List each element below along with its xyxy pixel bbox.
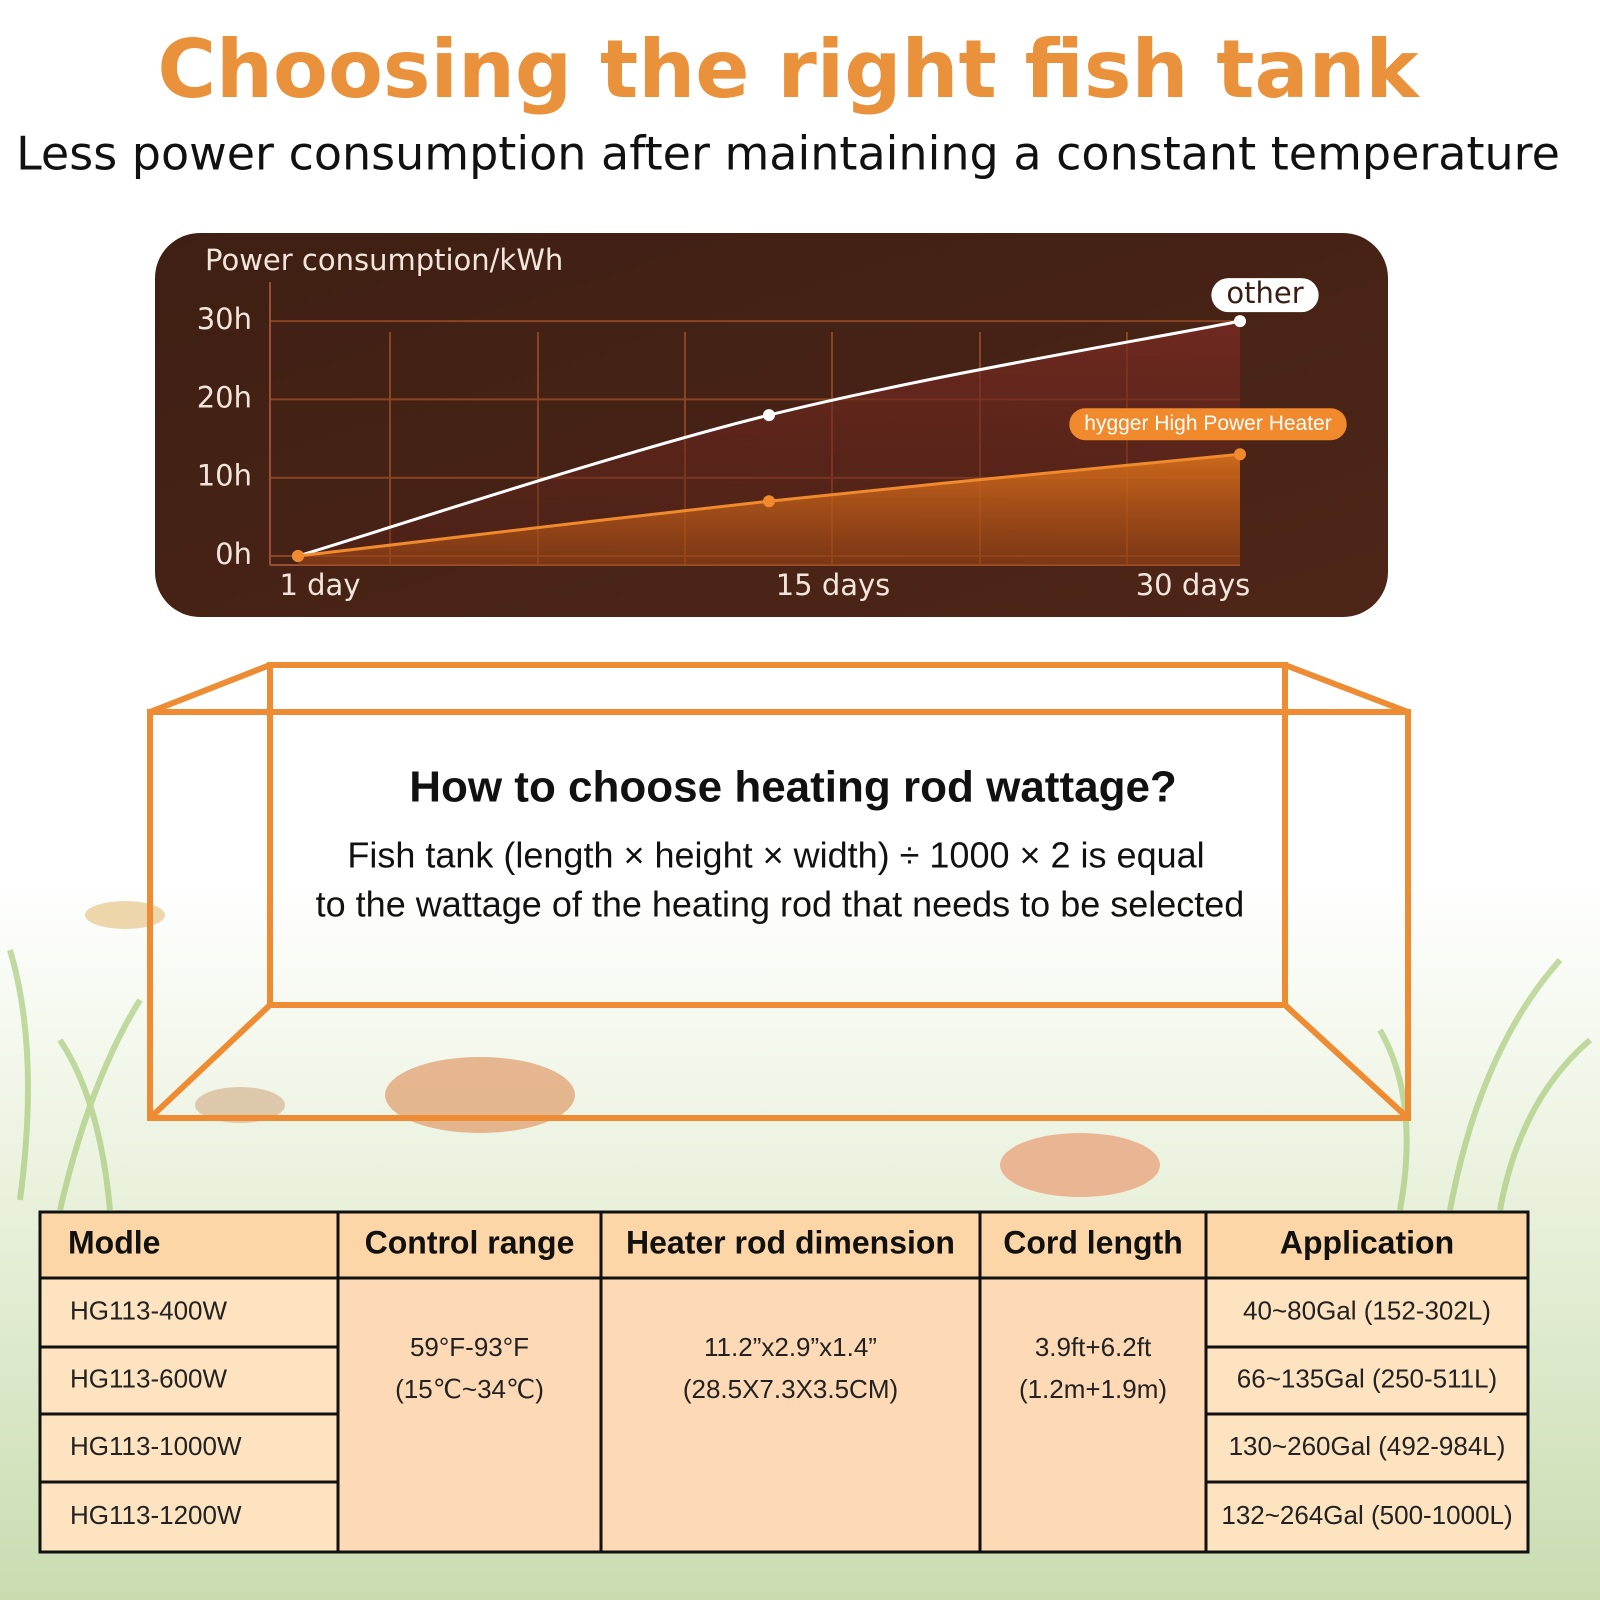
table-cell xyxy=(599,1276,982,1554)
series-label-bg xyxy=(1069,408,1347,441)
table-cell xyxy=(38,1480,340,1554)
point xyxy=(763,495,775,508)
application: 130~260Gal (492-984L) xyxy=(1229,1431,1506,1461)
series-label: other xyxy=(1226,276,1303,310)
point xyxy=(292,550,304,562)
x-tick-label: 15 days xyxy=(776,568,891,602)
tank-text: Fish tank (length × height × width) ÷ 10… xyxy=(347,835,1204,876)
y-axis-label: Power consumption/kWh xyxy=(205,243,563,277)
model: HG113-1000W xyxy=(70,1431,242,1461)
cord-length: (1.2m+1.9m) xyxy=(1019,1374,1167,1404)
cord-length: 3.9ft+6.2ft xyxy=(1035,1332,1152,1362)
application: 66~135Gal (250-511L) xyxy=(1237,1363,1497,1393)
table-cell xyxy=(1204,1480,1530,1554)
control-range: 59°F-93°F xyxy=(410,1332,529,1362)
table-cell xyxy=(978,1276,1208,1554)
table-cell xyxy=(1204,1210,1530,1280)
x-tick-label: 30 days xyxy=(1136,568,1251,602)
dimension: 11.2”x2.9”x1.4” xyxy=(704,1332,877,1362)
control-range: (15℃~34℃) xyxy=(395,1374,544,1404)
subtitle: Less power consumption after maintaining… xyxy=(16,127,1560,181)
model: HG113-400W xyxy=(70,1295,227,1325)
spec-table: Modle Control range Heater rod dimension Co… xyxy=(38,1210,1530,1554)
point xyxy=(1234,315,1246,328)
table-cell xyxy=(38,1276,340,1349)
area xyxy=(298,454,1240,565)
tank-title: How to choose heating rod wattage? xyxy=(409,763,1177,812)
fish xyxy=(85,901,1160,1197)
point xyxy=(1234,448,1246,461)
x-tick-label: 1 day xyxy=(279,568,360,602)
series-label: hygger High Power Heater xyxy=(1084,412,1331,435)
application: 132~264Gal (500-1000L) xyxy=(1221,1500,1512,1530)
y-tick-label: 20h xyxy=(197,380,252,414)
column-header: Heater rod dimension xyxy=(626,1224,955,1260)
dimension: (28.5X7.3X3.5CM) xyxy=(683,1374,898,1404)
title: Choosing the right fish tank xyxy=(157,23,1420,116)
chart: 0h 10h 20h 30h 1 day 15 days 30 days other hygge… xyxy=(197,276,1347,602)
table-cell xyxy=(38,1210,340,1280)
point xyxy=(763,409,775,422)
application: 40~80Gal (152-302L) xyxy=(1243,1295,1491,1325)
tank-text: to the wattage of the heating rod that n… xyxy=(316,884,1245,925)
model: HG113-1200W xyxy=(70,1500,242,1530)
series-label-bg xyxy=(1211,278,1319,313)
tank-outline xyxy=(147,662,1411,1121)
table-cell xyxy=(1204,1276,1530,1349)
y-tick-label: 10h xyxy=(197,459,252,493)
model: HG113-600W xyxy=(70,1363,227,1393)
y-tick-label: 30h xyxy=(197,302,252,336)
column-header: Modle xyxy=(68,1224,160,1260)
column-header: Cord length xyxy=(1003,1224,1183,1260)
y-tick-label: 0h xyxy=(215,537,252,571)
grass xyxy=(7,949,1592,1211)
column-header: Application xyxy=(1280,1224,1454,1260)
table-cell xyxy=(336,1276,603,1554)
table-cell xyxy=(1204,1345,1530,1416)
table-cell xyxy=(1204,1412,1530,1484)
table-cell xyxy=(38,1412,340,1484)
column-header: Control range xyxy=(365,1224,575,1260)
